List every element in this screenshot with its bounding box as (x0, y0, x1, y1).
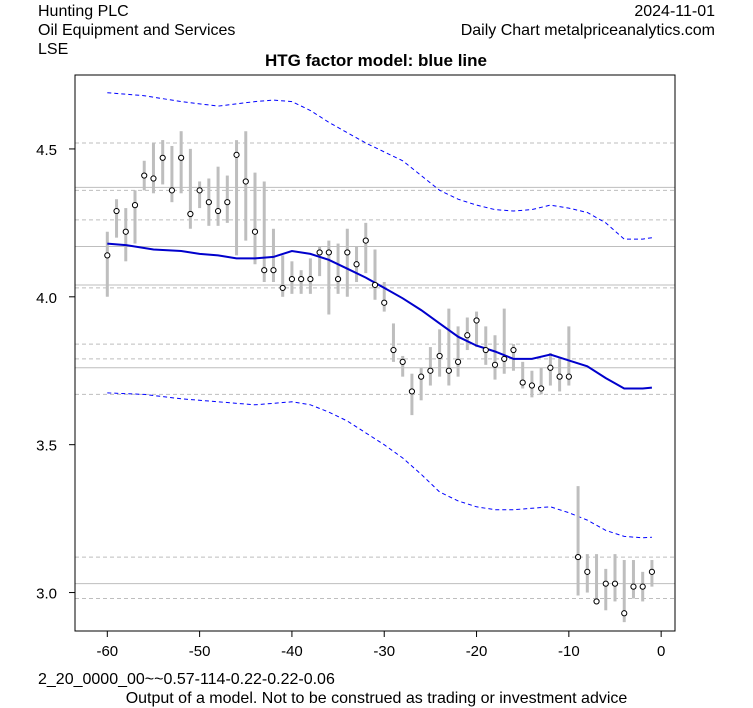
price-point (362, 237, 369, 244)
price-point (611, 580, 619, 587)
x-tick-label: -60 (96, 643, 118, 660)
y-tick-label: 3.0 (36, 586, 57, 603)
price-point (316, 249, 323, 256)
price-point (593, 598, 600, 605)
x-tick-label: -10 (558, 643, 580, 660)
price-point (104, 252, 111, 259)
axes: -60 -50 -40 -30 -20 -10 0 3.0 3.5 4.0 4.5 (36, 142, 665, 660)
price-point (454, 358, 462, 365)
band-lines (107, 92, 652, 539)
plot-frame (74, 74, 676, 632)
price-point (122, 228, 129, 235)
price-point (482, 346, 489, 354)
price-point (630, 583, 637, 590)
price-point (510, 346, 517, 354)
price-point (270, 267, 277, 274)
chart-title: HTG factor model: blue line (265, 51, 487, 70)
price-point (141, 172, 148, 179)
price-point (584, 568, 591, 575)
price-point (445, 367, 452, 374)
model-line (107, 242, 652, 390)
price-point (196, 187, 203, 194)
price-point (538, 385, 545, 392)
price-point (556, 373, 563, 380)
chart-source: Daily Chart metalpriceanalytics.com (460, 22, 715, 39)
x-tick-label: 0 (657, 643, 665, 660)
price-point (344, 249, 351, 256)
company-name: Hunting PLC (38, 3, 129, 20)
price-point (418, 373, 425, 380)
price-point (519, 379, 526, 386)
exchange-label: LSE (38, 41, 69, 58)
price-point (150, 175, 157, 182)
grid-lines (75, 142, 675, 599)
price-point (353, 261, 360, 268)
price-point (298, 275, 305, 283)
sector-label: Oil Equipment and Services (38, 22, 236, 39)
disclaimer: Output of a model. Not to be construed a… (125, 690, 628, 707)
chart-date: 2024-11-01 (634, 3, 715, 20)
price-point (168, 187, 176, 194)
y-tick-label: 3.5 (36, 438, 57, 455)
x-tick-label: -20 (466, 643, 488, 660)
price-point (547, 364, 554, 371)
price-points (104, 151, 656, 617)
upper-band-line (107, 92, 652, 240)
price-point (639, 583, 646, 590)
price-point (325, 249, 332, 256)
price-point (261, 267, 268, 274)
price-point (565, 373, 572, 380)
model-line-group (107, 242, 652, 390)
price-point (501, 355, 508, 363)
price-point (159, 154, 166, 161)
price-point (473, 317, 480, 324)
price-point (242, 178, 249, 185)
price-point (491, 361, 499, 368)
price-point (621, 610, 628, 617)
y-tick-label: 4.0 (36, 290, 57, 307)
price-point (279, 284, 286, 292)
x-tick-label: -40 (281, 643, 303, 660)
x-tick-label: -50 (189, 643, 211, 660)
price-point (214, 207, 222, 215)
price-point (233, 151, 240, 158)
price-point (399, 358, 406, 365)
price-point (408, 388, 416, 395)
price-point (648, 568, 656, 575)
price-point (187, 210, 194, 218)
price-point (205, 199, 212, 206)
price-point (113, 207, 120, 215)
price-point (178, 154, 185, 161)
x-tick-label: -30 (373, 643, 395, 660)
price-point (251, 228, 259, 235)
price-point (390, 346, 397, 354)
price-point (381, 299, 388, 306)
price-point (528, 382, 536, 389)
price-point (371, 281, 379, 289)
price-point (288, 275, 296, 283)
price-point (464, 332, 471, 339)
price-point (602, 580, 609, 587)
price-point (131, 202, 139, 209)
y-tick-label: 4.5 (36, 142, 57, 159)
price-point (224, 199, 231, 206)
model-code: 2_20_0000_00~~0.57-114-0.22-0.22-0.06 (38, 671, 335, 688)
price-point (334, 275, 342, 283)
price-point (436, 352, 443, 360)
price-point (574, 553, 582, 561)
price-point (427, 367, 434, 374)
lower-band-line (107, 392, 652, 539)
price-point (307, 275, 314, 283)
